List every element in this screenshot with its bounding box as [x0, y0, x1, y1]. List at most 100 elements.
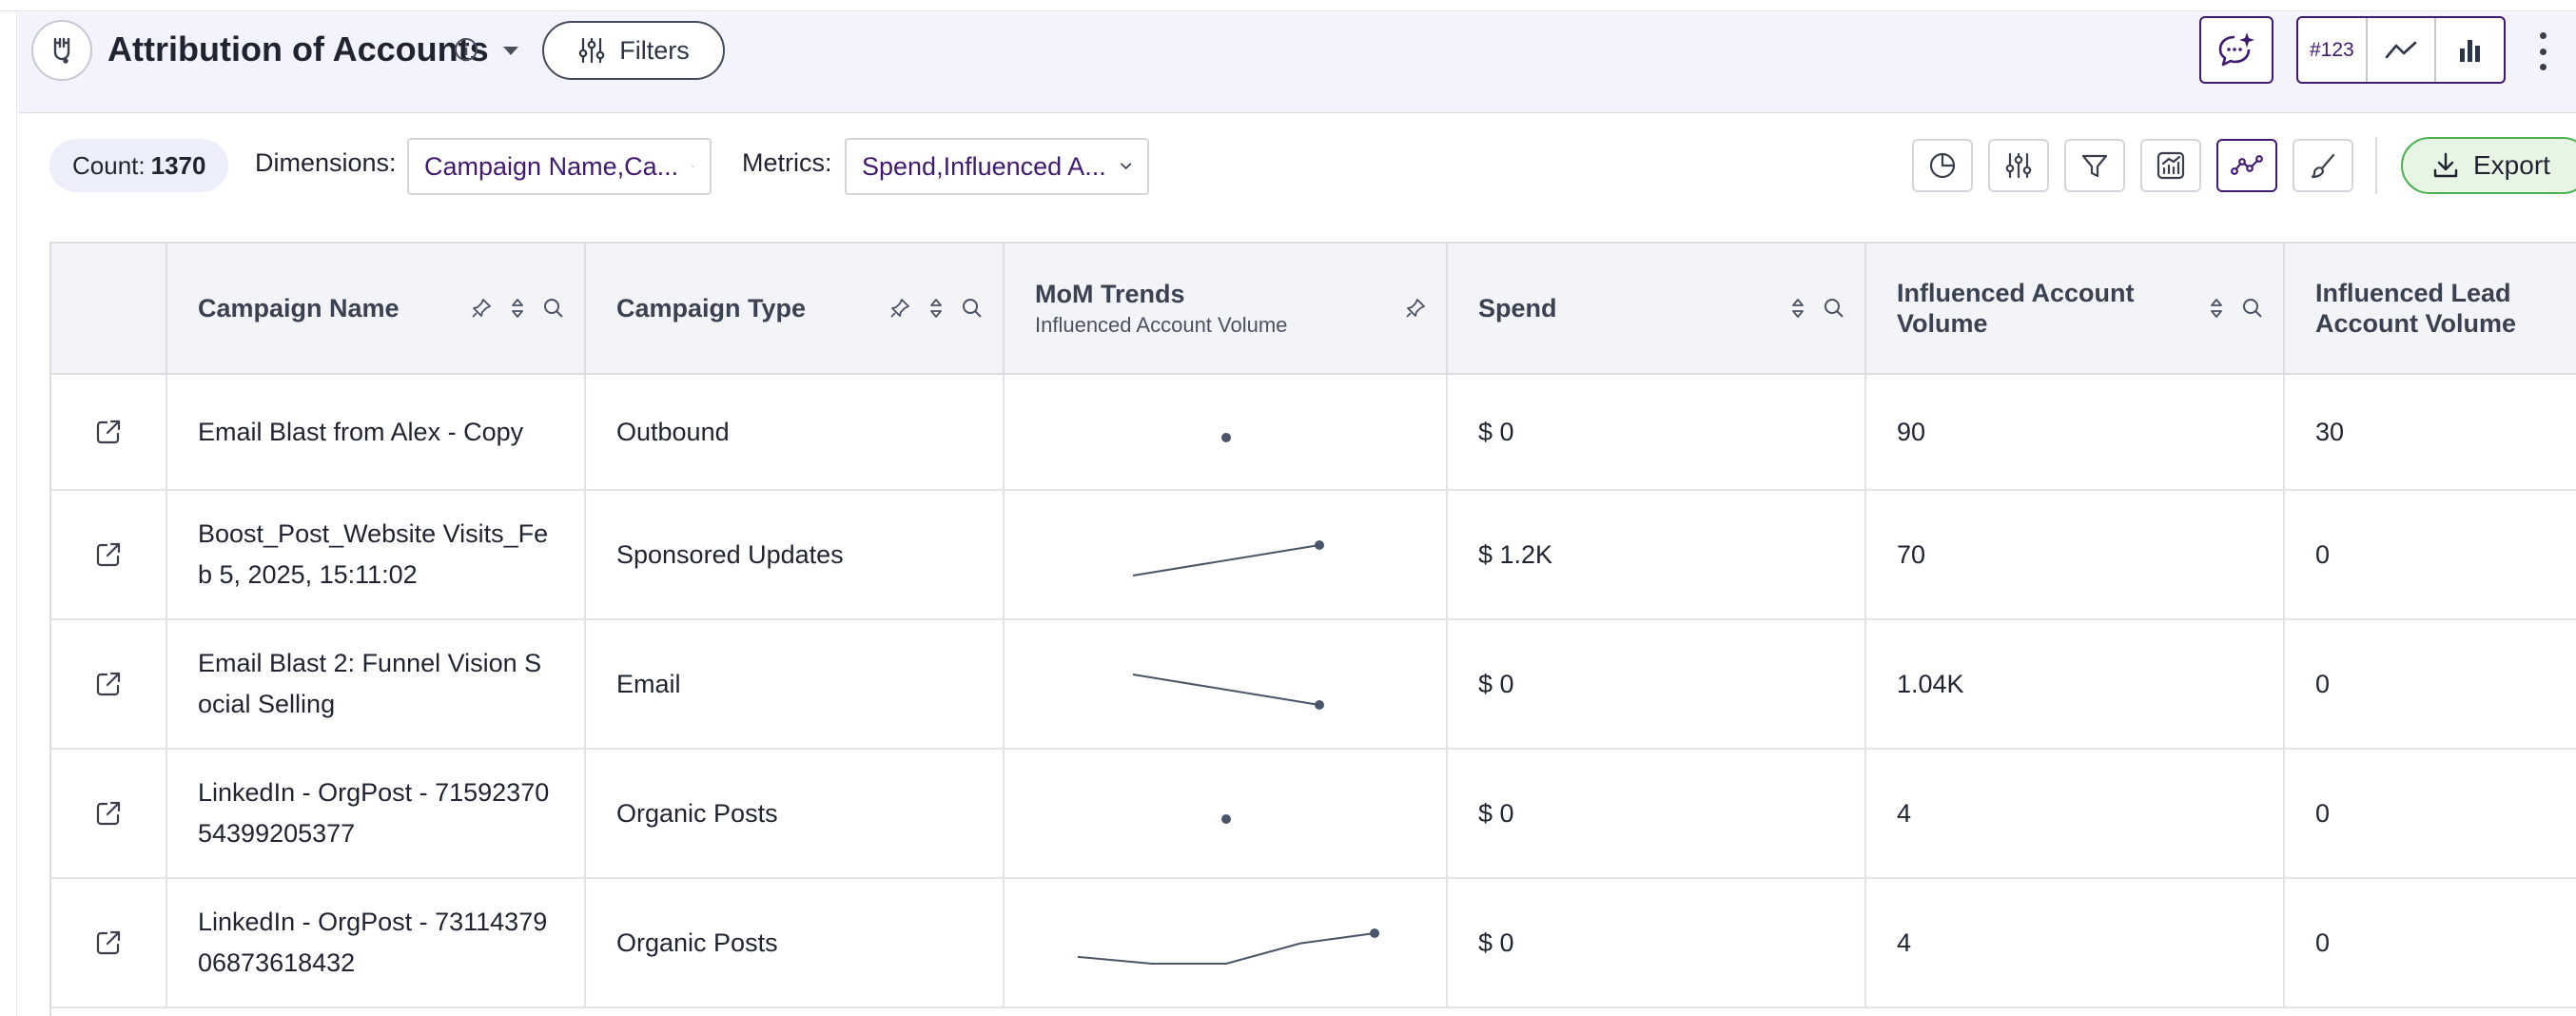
caret-down-icon[interactable] — [500, 40, 521, 61]
dimensions-value: Campaign Name,Ca... — [424, 151, 679, 181]
row-action-cell — [51, 750, 167, 877]
metrics-value: Spend,Influenced A... — [862, 151, 1106, 181]
count-badge: Count: 1370 — [49, 139, 229, 192]
pie-chart-icon — [1929, 152, 1956, 179]
dimensions-select[interactable]: Campaign Name,Ca... — [407, 138, 712, 195]
campaign-type-cell: Organic Posts — [586, 879, 1005, 1006]
influenced-lead-account-volume-cell: 30 — [2315, 417, 2345, 446]
trend-icon — [2231, 155, 2263, 175]
sliders-icon — [578, 37, 605, 64]
header-campaign-name[interactable]: Campaign Name — [167, 244, 586, 373]
search-icon[interactable] — [542, 297, 565, 320]
mom-trend-cell — [1005, 879, 1448, 1006]
row-action-cell — [51, 491, 167, 618]
sparkline-point — [1221, 433, 1231, 442]
campaign-name-cell: Boost_Post_Website Visits_Feb 5, 2025, 1… — [167, 491, 586, 618]
header-mom-trends[interactable]: MoM Trends Influenced Account Volume — [1005, 244, 1448, 373]
search-icon[interactable] — [2241, 297, 2264, 320]
ai-chat-button[interactable] — [2199, 16, 2274, 84]
sort-icon[interactable] — [510, 297, 525, 320]
influenced-lead-account-volume-cell: 0 — [2315, 539, 2331, 569]
dimensions-label: Dimensions: — [255, 148, 397, 177]
external-link-icon[interactable] — [94, 418, 123, 446]
sparkline — [1221, 433, 1231, 442]
funnel-icon — [2081, 154, 2108, 178]
header-title: Spend — [1478, 294, 1557, 322]
report-header — [18, 12, 2576, 113]
sliders-icon — [2005, 152, 2032, 179]
header-influenced-account-volume[interactable]: Influenced Account Volume — [1866, 244, 2285, 373]
number-view-button[interactable]: #123 — [2298, 18, 2368, 82]
header-actions — [51, 244, 167, 373]
sort-icon[interactable] — [928, 297, 944, 320]
table-row[interactable]: Email Blast 2: Funnel Vision Social Sell… — [51, 620, 2576, 750]
header-influenced-lead-account-volume[interactable]: Influenced Lead Account Volume — [2285, 244, 2576, 373]
sparkline-point — [1221, 814, 1231, 824]
table-header: Campaign Name Campaign Type MoM Trends I… — [51, 244, 2576, 375]
influenced-account-volume-cell: 4 — [1866, 750, 2285, 877]
spend-cell: $ 0 — [1448, 620, 1866, 748]
bar-view-button[interactable] — [2436, 18, 2504, 82]
ai-chat-icon — [2218, 31, 2254, 66]
mom-trend-cell — [1005, 620, 1448, 748]
toolbar-divider — [2375, 137, 2377, 194]
bar-chart-icon — [2459, 39, 2480, 62]
more-options-icon[interactable] — [2528, 29, 2557, 74]
pin-icon[interactable] — [470, 297, 493, 320]
external-link-icon[interactable] — [94, 928, 123, 957]
metrics-select[interactable]: Spend,Influenced A... — [845, 138, 1149, 195]
sort-icon[interactable] — [1790, 297, 1805, 320]
row-action-cell — [51, 879, 167, 1006]
filter-button[interactable] — [2064, 139, 2125, 192]
search-icon[interactable] — [1823, 297, 1845, 320]
header-title: MoM Trends — [1035, 280, 1185, 308]
campaign-type-cell: Sponsored Updates — [586, 491, 1005, 618]
header-campaign-type[interactable]: Campaign Type — [586, 244, 1005, 373]
pin-icon[interactable] — [888, 297, 911, 320]
trend-button[interactable] — [2216, 139, 2277, 192]
header-title: Influenced Account Volume — [1897, 279, 2135, 338]
campaign-type-cell: Email — [586, 620, 1005, 748]
influenced-lead-account-volume-cell: 0 — [2315, 798, 2331, 828]
influenced-lead-account-volume-cell: 0 — [2315, 669, 2331, 698]
external-link-icon[interactable] — [94, 670, 123, 698]
spend-cell: $ 0 — [1448, 750, 1866, 877]
attribution-icon[interactable] — [31, 20, 92, 81]
table-row[interactable]: Boost_Post_Website Visits_Feb 5, 2025, 1… — [51, 491, 2576, 620]
info-icon[interactable] — [453, 36, 479, 63]
sparkline — [1077, 928, 1379, 965]
sparkline-line — [1132, 674, 1320, 706]
table-row[interactable]: LinkedIn - OrgPost - 7159237054399205377… — [51, 750, 2576, 879]
table-row[interactable]: LinkedIn - OrgPost - 7311437906873618432… — [51, 879, 2576, 1008]
style-button[interactable] — [2293, 139, 2353, 192]
column-settings-button[interactable] — [1988, 139, 2049, 192]
influenced-account-volume-cell: 70 — [1866, 491, 2285, 618]
brush-icon — [2311, 153, 2335, 179]
download-icon — [2433, 152, 2458, 178]
sort-icon[interactable] — [2209, 297, 2224, 320]
pin-icon[interactable] — [1404, 297, 1427, 320]
line-view-button[interactable] — [2368, 18, 2437, 82]
chevron-down-icon — [692, 166, 694, 167]
line-chart-icon — [2385, 41, 2417, 58]
header-spend[interactable]: Spend — [1448, 244, 1866, 373]
page-title: Attribution of Accounts — [107, 29, 489, 68]
header-title: Campaign Type — [616, 294, 807, 322]
search-icon[interactable] — [961, 297, 984, 320]
filters-button[interactable]: Filters — [542, 21, 725, 80]
external-link-icon[interactable] — [94, 540, 123, 569]
chart-settings-button[interactable] — [2140, 139, 2201, 192]
sparkline-point — [1315, 700, 1324, 710]
spend-cell: $ 1.2K — [1448, 491, 1866, 618]
spend-cell: $ 0 — [1448, 375, 1866, 489]
export-button[interactable]: Export — [2401, 137, 2576, 194]
window-top-bar — [0, 0, 2576, 11]
mom-trend-cell — [1005, 375, 1448, 489]
external-link-icon[interactable] — [94, 799, 123, 828]
chevron-down-icon — [1120, 163, 1131, 170]
pie-chart-button[interactable] — [1912, 139, 1973, 192]
count-value: 1370 — [150, 150, 206, 180]
mom-trend-cell — [1005, 750, 1448, 877]
number-view-label: #123 — [2309, 38, 2354, 61]
